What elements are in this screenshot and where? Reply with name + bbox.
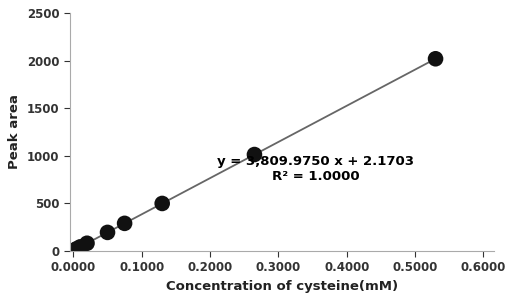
Y-axis label: Peak area: Peak area — [8, 95, 21, 169]
X-axis label: Concentration of cysteine(mM): Concentration of cysteine(mM) — [166, 280, 398, 293]
Point — [121, 221, 129, 226]
Point — [73, 246, 81, 251]
Point — [69, 248, 77, 253]
Point — [76, 244, 84, 249]
Point — [250, 152, 259, 157]
Point — [158, 201, 166, 206]
Text: y = 3,809.9750 x + 2.1703
R² = 1.0000: y = 3,809.9750 x + 2.1703 R² = 1.0000 — [217, 155, 415, 183]
Point — [432, 56, 440, 61]
Point — [104, 230, 112, 235]
Point — [83, 241, 91, 246]
